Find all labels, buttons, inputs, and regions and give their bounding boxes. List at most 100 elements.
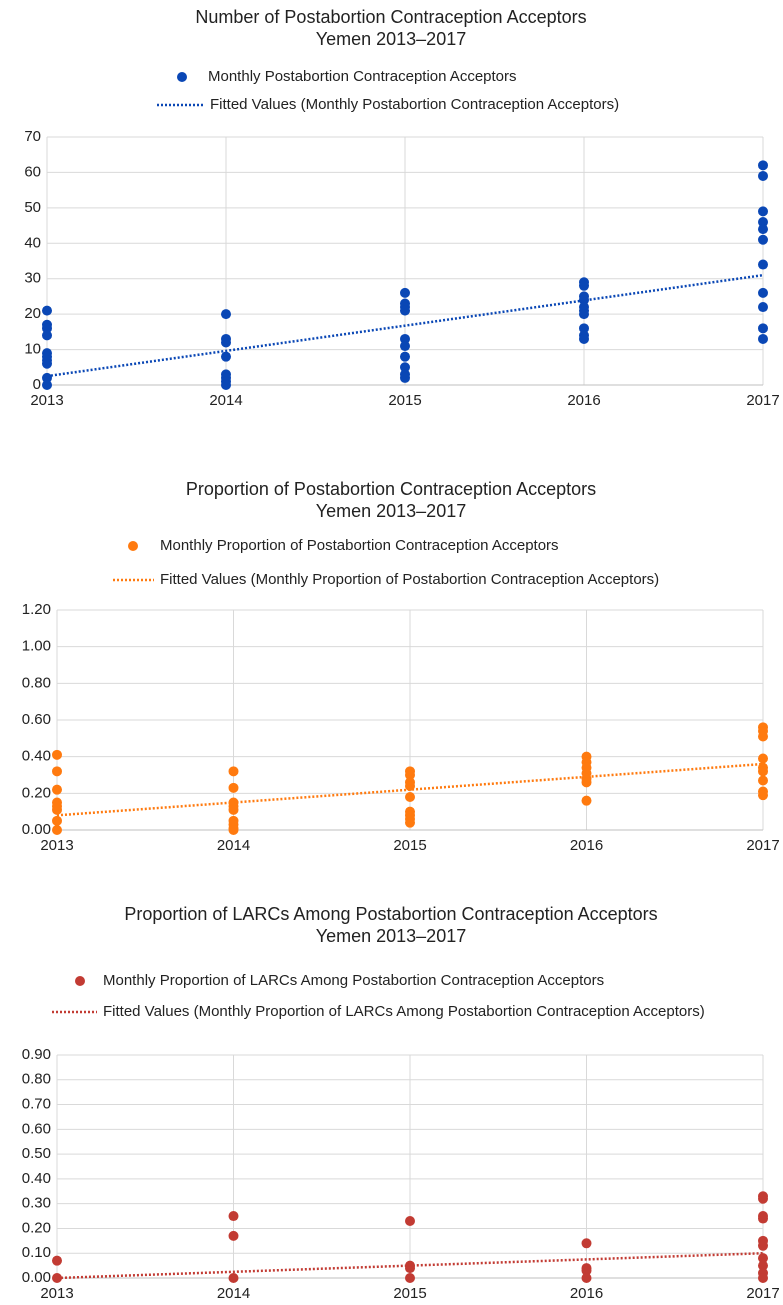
point — [52, 749, 62, 760]
point — [581, 777, 592, 788]
point — [52, 815, 62, 826]
point — [758, 224, 768, 235]
point — [758, 1273, 768, 1283]
point — [581, 1273, 592, 1283]
point — [400, 333, 410, 344]
point — [758, 217, 768, 228]
legend-label: Fitted Values (Monthly Proportion of Pos… — [160, 571, 659, 588]
x-tick-label: 2015 — [393, 837, 426, 854]
legend-label: Monthly Proportion of LARCs Among Postab… — [103, 972, 604, 989]
point — [228, 1273, 239, 1283]
point — [405, 1216, 415, 1227]
point — [228, 1211, 239, 1222]
point — [758, 1260, 768, 1271]
chart-title: Proportion of Postabortion Contraception… — [186, 479, 596, 499]
legend-marker — [75, 976, 85, 986]
y-tick-label: 40 — [24, 234, 41, 251]
point — [42, 323, 52, 334]
x-tick-label: 2014 — [209, 392, 242, 409]
point — [400, 372, 410, 383]
x-tick-label: 2016 — [570, 1285, 603, 1302]
fit-line — [56, 762, 764, 817]
point — [42, 380, 52, 390]
point — [228, 804, 239, 815]
point — [228, 766, 239, 777]
y-tick-label: 0.00 — [22, 1269, 51, 1286]
y-tick-label: 0.70 — [22, 1096, 51, 1113]
y-tick-label: 10 — [24, 341, 41, 358]
point — [581, 1265, 592, 1276]
point — [42, 372, 52, 383]
point — [579, 294, 589, 305]
point — [221, 337, 231, 348]
y-tick-label: 0.00 — [22, 821, 51, 838]
point — [758, 766, 768, 777]
point — [758, 790, 768, 801]
point — [42, 358, 52, 369]
point — [758, 160, 768, 171]
point — [52, 804, 62, 815]
point — [758, 1240, 768, 1251]
y-tick-label: 20 — [24, 305, 41, 322]
point — [758, 731, 768, 742]
point — [400, 341, 410, 352]
x-tick-label: 2014 — [217, 1285, 250, 1302]
point — [228, 782, 239, 793]
chart-subtitle: Yemen 2013–2017 — [316, 29, 466, 49]
x-tick-label: 2015 — [388, 392, 421, 409]
legend-label: Monthly Proportion of Postabortion Contr… — [160, 537, 559, 554]
y-tick-label: 1.00 — [22, 638, 51, 655]
point — [579, 309, 589, 320]
y-tick-label: 1.20 — [22, 601, 51, 618]
chart-title: Number of Postabortion Contraception Acc… — [195, 7, 586, 27]
x-tick-label: 2013 — [40, 837, 73, 854]
legend-label: Fitted Values (Monthly Postabortion Cont… — [210, 96, 619, 113]
point — [579, 333, 589, 344]
x-tick-label: 2013 — [40, 1285, 73, 1302]
point — [405, 1263, 415, 1274]
fit-line — [56, 1251, 764, 1280]
chart-subtitle: Yemen 2013–2017 — [316, 926, 466, 946]
point — [405, 770, 415, 780]
x-tick-label: 2017 — [746, 392, 779, 409]
point — [579, 280, 589, 291]
point — [405, 792, 415, 802]
y-tick-label: 60 — [24, 163, 41, 180]
y-tick-label: 0.30 — [22, 1195, 51, 1212]
point — [758, 775, 768, 786]
y-tick-label: 30 — [24, 270, 41, 287]
point — [405, 1273, 415, 1283]
x-tick-label: 2015 — [393, 1285, 426, 1302]
point — [581, 1238, 592, 1249]
point — [579, 323, 589, 334]
x-tick-label: 2017 — [746, 1285, 779, 1302]
y-tick-label: 0.20 — [22, 784, 51, 801]
point — [52, 825, 62, 835]
point — [221, 380, 231, 390]
point — [758, 1213, 768, 1224]
point — [758, 323, 768, 334]
x-tick-label: 2013 — [30, 392, 63, 409]
fit-line — [46, 273, 764, 378]
y-tick-label: 0.40 — [22, 1170, 51, 1187]
point — [758, 333, 768, 344]
y-tick-label: 50 — [24, 199, 41, 216]
point — [42, 330, 52, 341]
y-tick-label: 0.80 — [22, 674, 51, 691]
point — [758, 302, 768, 313]
x-tick-label: 2016 — [570, 837, 603, 854]
point — [758, 287, 768, 298]
x-tick-label: 2017 — [746, 837, 779, 854]
point — [758, 206, 768, 217]
point — [758, 1253, 768, 1264]
point — [400, 362, 410, 373]
y-tick-label: 70 — [24, 128, 41, 145]
y-tick-label: 0.80 — [22, 1071, 51, 1088]
y-tick-label: 0.90 — [22, 1046, 51, 1063]
y-tick-label: 0.20 — [22, 1219, 51, 1236]
y-tick-label: 0.50 — [22, 1145, 51, 1162]
legend-label: Fitted Values (Monthly Proportion of LAR… — [103, 1003, 705, 1020]
y-tick-label: 0.60 — [22, 711, 51, 728]
point — [400, 287, 410, 298]
